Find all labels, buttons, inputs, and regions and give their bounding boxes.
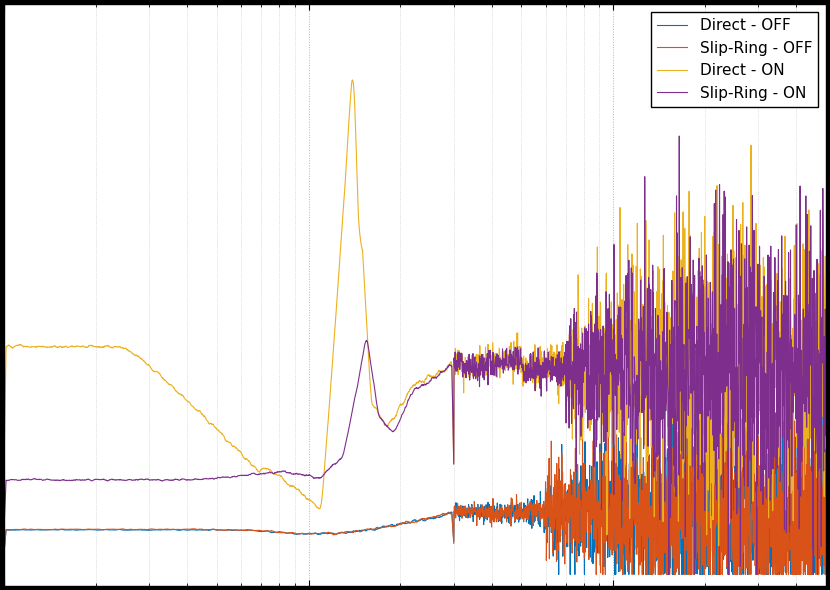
Direct - ON — [315, 505, 325, 512]
Legend: Direct - OFF, Slip-Ring - OFF, Direct - ON, Slip-Ring - ON: Direct - OFF, Slip-Ring - OFF, Direct - … — [651, 12, 818, 107]
Slip-Ring - ON — [717, 301, 727, 308]
Direct - OFF — [142, 527, 152, 534]
Slip-Ring - OFF — [805, 508, 815, 515]
Slip-Ring - OFF — [765, 340, 775, 347]
Slip-Ring - ON — [142, 476, 152, 483]
Direct - ON — [717, 253, 727, 260]
Line: Slip-Ring - ON: Slip-Ring - ON — [4, 136, 826, 575]
Direct - OFF — [350, 528, 360, 535]
Slip-Ring - OFF — [93, 526, 103, 533]
Direct - ON — [714, 542, 724, 549]
Direct - OFF — [805, 474, 815, 481]
Direct - OFF — [821, 517, 830, 525]
Slip-Ring - OFF — [0, 548, 9, 555]
Direct - OFF — [0, 547, 9, 554]
Direct - OFF — [554, 571, 564, 578]
Direct - OFF — [793, 296, 803, 303]
Slip-Ring - OFF — [716, 487, 726, 494]
Slip-Ring - OFF — [821, 571, 830, 578]
Slip-Ring - ON — [350, 394, 360, 401]
Slip-Ring - OFF — [591, 571, 601, 578]
Slip-Ring - ON — [805, 309, 815, 316]
Direct - ON — [821, 308, 830, 315]
Slip-Ring - ON — [821, 432, 830, 439]
Slip-Ring - OFF — [142, 526, 152, 533]
Slip-Ring - ON — [93, 476, 103, 483]
Slip-Ring - ON — [664, 571, 674, 578]
Slip-Ring - ON — [315, 474, 325, 481]
Direct - ON — [0, 451, 9, 458]
Line: Direct - ON: Direct - ON — [4, 80, 826, 546]
Direct - ON — [93, 343, 103, 350]
Direct - OFF — [315, 530, 325, 537]
Direct - ON — [805, 375, 815, 382]
Direct - ON — [350, 113, 360, 120]
Direct - ON — [142, 360, 152, 368]
Direct - ON — [348, 77, 358, 84]
Direct - OFF — [716, 484, 726, 491]
Line: Slip-Ring - OFF: Slip-Ring - OFF — [4, 343, 826, 575]
Slip-Ring - ON — [0, 521, 9, 528]
Slip-Ring - ON — [674, 133, 684, 140]
Line: Direct - OFF: Direct - OFF — [4, 299, 826, 575]
Direct - OFF — [93, 527, 103, 534]
Slip-Ring - OFF — [350, 528, 360, 535]
Slip-Ring - OFF — [315, 530, 325, 537]
